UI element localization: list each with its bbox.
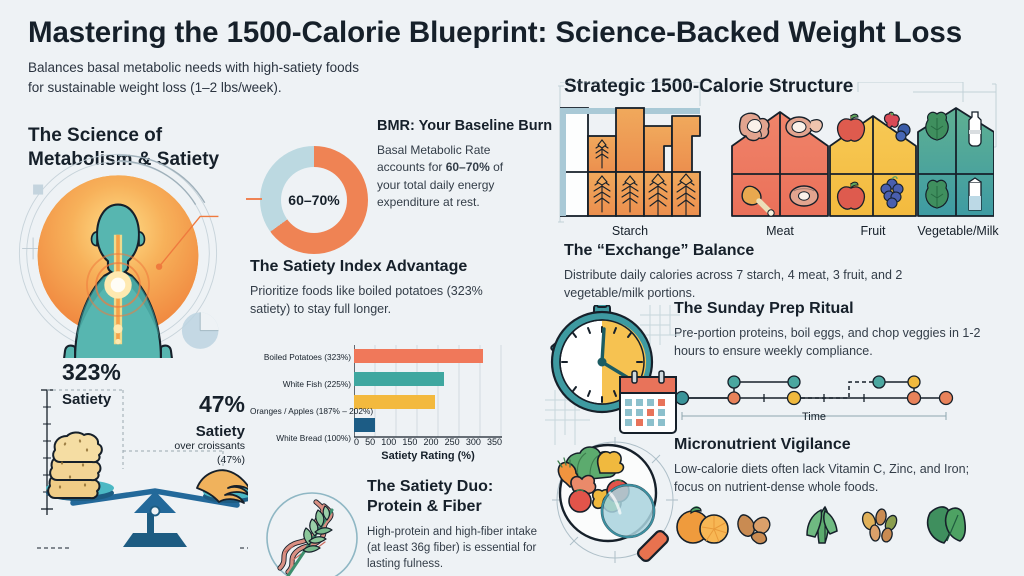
svg-text:Time: Time (802, 411, 826, 423)
